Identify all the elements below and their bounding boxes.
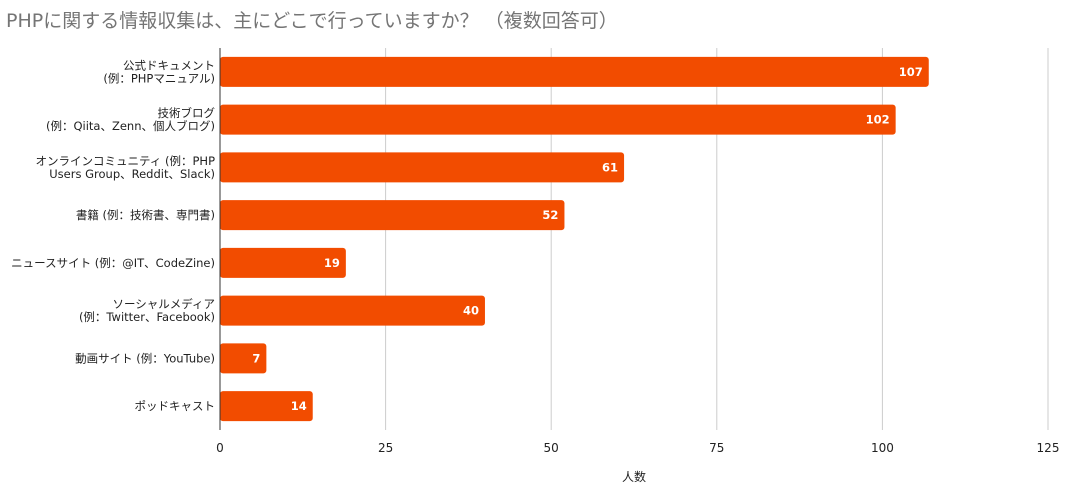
x-tick-label: 50 — [544, 441, 559, 455]
bar-value-label: 61 — [602, 160, 618, 174]
bar — [220, 56, 929, 87]
bar — [220, 343, 267, 374]
category-label: 動画サイト (例：YouTube) — [75, 351, 215, 365]
x-axis-title: 人数 — [622, 469, 646, 484]
x-tick-label: 125 — [1037, 441, 1060, 455]
bar-value-label: 19 — [324, 256, 340, 270]
category-label: 書籍 (例：技術書、専門書) — [76, 208, 215, 222]
bar-value-label: 107 — [899, 65, 923, 79]
category-label: 公式ドキュメント — [123, 58, 215, 72]
x-tick-label: 100 — [871, 441, 894, 455]
gridlines — [385, 48, 1049, 430]
bar-value-label: 7 — [252, 351, 260, 365]
bar-value-label: 40 — [463, 304, 479, 318]
x-tick-labels: 0 25 50 75 100 125 — [216, 441, 1059, 455]
category-label: Users Group、Reddit、Slack) — [49, 167, 215, 181]
x-tick-label: 75 — [709, 441, 724, 455]
category-label: オンラインコミュニティ (例：PHP — [36, 154, 216, 168]
category-label: ソーシャルメディア — [113, 297, 215, 311]
category-label: (例：Qiita、Zenn、個人ブログ) — [46, 119, 215, 133]
bar-value-label: 52 — [542, 208, 558, 222]
bar — [220, 247, 346, 278]
category-label: ニュースサイト (例：@IT、CodeZine) — [11, 256, 215, 270]
x-tick-label: 25 — [378, 441, 393, 455]
category-label: ポッドキャスト — [135, 399, 216, 413]
chart-title: PHPに関する情報収集は、主にどこで行っていますか？ （複数回答可） — [6, 10, 618, 32]
bar — [220, 104, 896, 135]
bars: 107 102 61 52 19 40 7 14 — [220, 56, 929, 422]
bar-value-label: 14 — [291, 399, 307, 413]
category-label: (例：PHPマニュアル) — [103, 71, 215, 85]
bar-value-label: 102 — [866, 113, 890, 127]
category-label: 技術ブログ — [158, 106, 216, 120]
x-tick-label: 0 — [216, 441, 224, 455]
category-label: (例：Twitter、Facebook) — [79, 310, 215, 324]
category-labels: 公式ドキュメント(例：PHPマニュアル) 技術ブログ(例：Qiita、Zenn、個… — [11, 58, 215, 413]
bar — [220, 152, 625, 183]
bar — [220, 391, 313, 422]
bar — [220, 295, 485, 326]
bar — [220, 200, 565, 231]
